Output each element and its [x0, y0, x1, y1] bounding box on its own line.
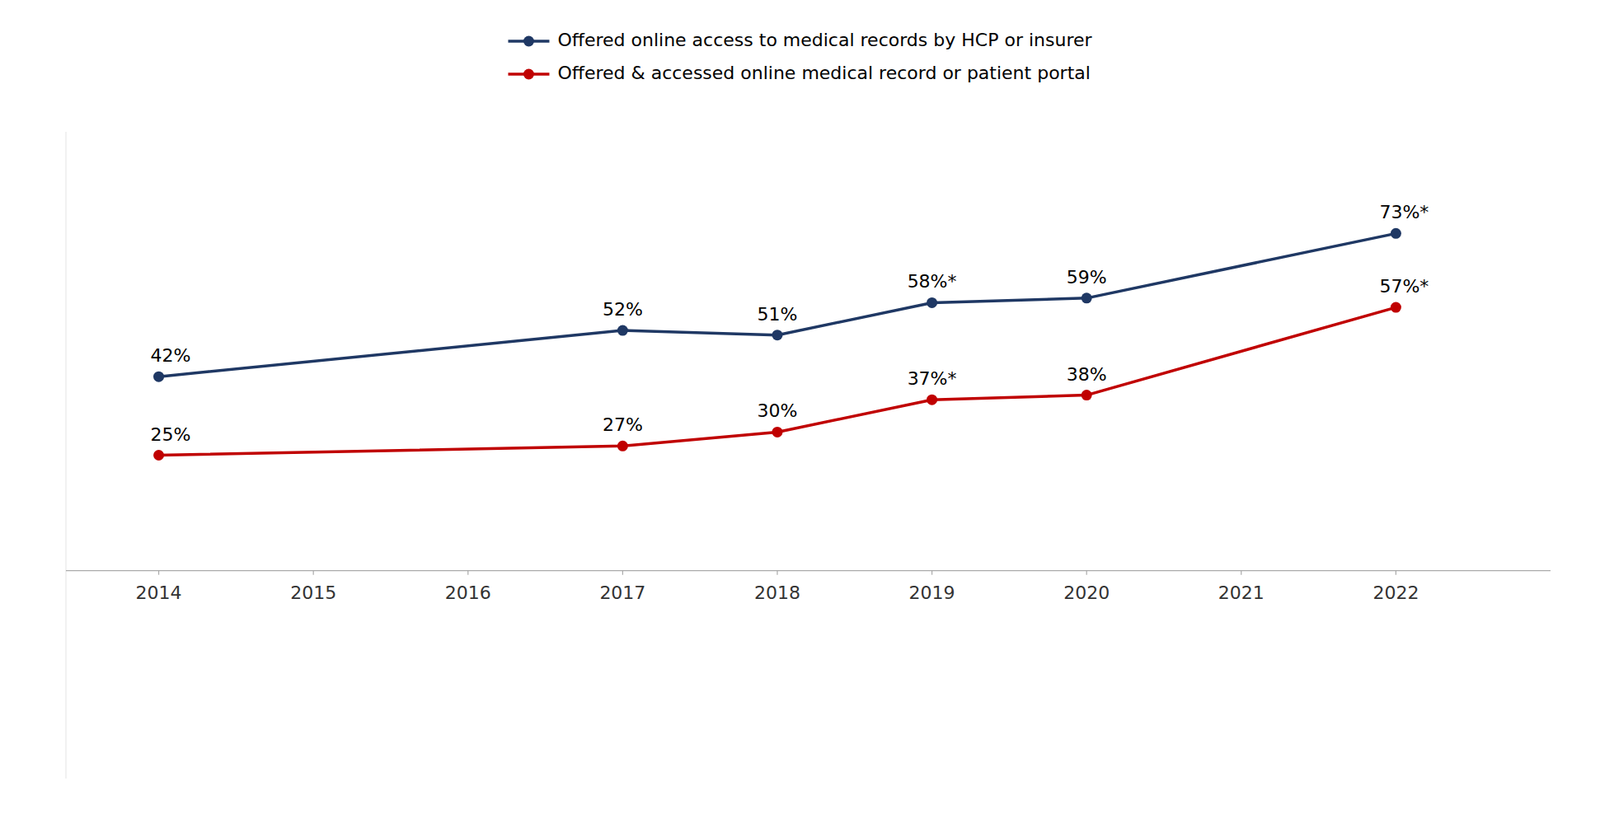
x-tick: [931, 571, 933, 576]
series-point: [617, 441, 629, 452]
series-line: [159, 233, 1397, 377]
series-point: [153, 450, 165, 461]
series-line: [159, 307, 1397, 456]
data-label: 30%: [757, 400, 798, 422]
x-tick: [1240, 571, 1242, 576]
data-labels: 42% 52% 51% 58%* 59% 73%* 25% 27% 30% 37%* 38% 57%*: [150, 201, 1430, 445]
legend-item: Offered online access to medical records…: [507, 29, 1093, 51]
legend-label: Offered online access to medical records…: [557, 29, 1093, 51]
legend-marker: [523, 69, 535, 80]
data-label: 51%: [757, 304, 798, 325]
x-tick: [158, 571, 160, 576]
x-tick-label: 2019: [909, 582, 956, 604]
x-tick: [1086, 571, 1088, 576]
x-axis-line: [65, 570, 1551, 572]
x-tick-label: 2022: [1372, 582, 1419, 604]
series-point: [1081, 292, 1093, 304]
data-label: 25%: [150, 424, 192, 446]
x-tick: [622, 571, 624, 576]
data-label: 27%: [602, 414, 643, 436]
legend: Offered online access to medical records…: [507, 29, 1093, 84]
series-point: [1390, 302, 1402, 314]
legend-marker: [523, 36, 535, 47]
x-tick: [467, 571, 469, 576]
x-tick: [313, 571, 315, 576]
data-label: 52%: [602, 299, 643, 320]
x-tick-label: 2020: [1063, 582, 1110, 604]
x-tick-label: 2015: [290, 582, 337, 604]
plot-area: [153, 228, 1402, 461]
x-tick-label: 2018: [754, 582, 801, 604]
data-label: 73%*: [1379, 201, 1429, 223]
chart: 2014 2015 2016 2017 2018 2019 2020 2021 2022 42% 5…: [0, 0, 1600, 828]
x-tick-label: 2014: [136, 582, 183, 604]
data-label: 38%: [1066, 364, 1108, 385]
data-label: 58%*: [907, 271, 958, 292]
legend-label: Offered & accessed online medical record…: [557, 62, 1090, 84]
data-label: 59%: [1066, 267, 1108, 288]
series-point: [617, 325, 629, 337]
data-label: 37%*: [907, 368, 958, 390]
x-tick: [1395, 571, 1397, 576]
x-tick: [776, 571, 778, 576]
data-label: 57%*: [1379, 276, 1429, 297]
y-axis-line: [65, 131, 67, 779]
x-tick-label: 2021: [1218, 582, 1265, 604]
data-label: 42%: [150, 345, 192, 366]
series-point: [1081, 389, 1093, 401]
series-point: [1390, 228, 1402, 240]
series-point: [926, 394, 938, 406]
x-tick-label: 2016: [445, 582, 492, 604]
series-point: [926, 297, 938, 309]
series-point: [771, 426, 783, 438]
series-point: [153, 371, 165, 383]
x-tick-label: 2017: [599, 582, 646, 604]
legend-item: Offered & accessed online medical record…: [507, 62, 1090, 84]
series-point: [771, 329, 783, 341]
